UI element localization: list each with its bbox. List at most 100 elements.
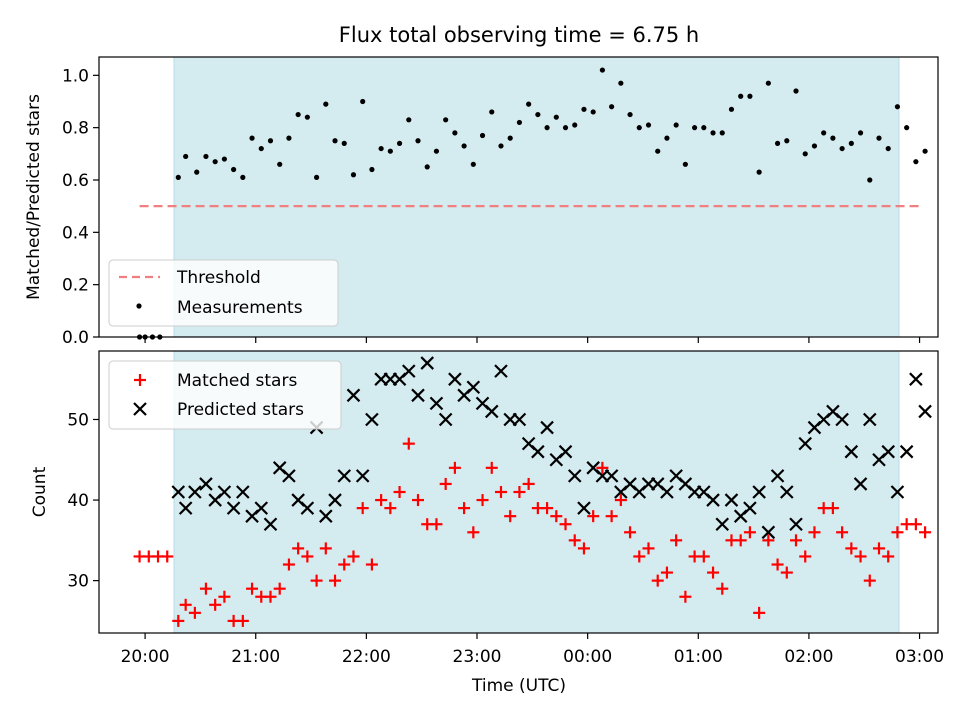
predicted-star-point [217,485,232,499]
matched-star-point [559,518,572,531]
predicted-star-point [188,485,202,499]
matched-star-point [568,534,581,547]
measurement-point [867,177,873,183]
matched-star-point [458,502,471,515]
matched-star-point [780,566,793,579]
predicted-star-point [706,493,720,507]
measurement-point [618,80,624,86]
predicted-star-point [770,469,785,483]
matched-star-point [236,614,249,627]
measurement-point [424,164,430,170]
measurement-point [313,174,320,180]
measurement-point [526,101,532,107]
matched-star-point [651,574,664,587]
matched-star-point [743,526,756,539]
matched-star-point [504,510,517,523]
bottom-x-ticks: 20:00 21:00 22:00 23:00 00:00 01:00 02:00 03:00 [121,633,944,667]
measurement-point [341,140,347,146]
measurement-point [922,148,928,154]
bottom-y-tick-label: 30 [67,572,89,592]
measurement-point [369,166,375,173]
matched-star-point [771,558,784,571]
predicted-star-point [328,493,342,507]
measurement-point [249,135,255,141]
matched-star-point [762,534,775,547]
measurement-point [913,159,919,165]
matched-star-point [596,461,609,474]
predicted-star-point [429,396,444,411]
measurement-point [738,93,744,99]
predicted-star-point [780,485,794,499]
predicted-star-point [862,412,877,427]
measurements-legend-swatch [136,303,142,309]
matched-star-point [624,526,637,539]
top-x-ticks [144,337,921,343]
matched-star-point [670,534,683,547]
matched-star-point [467,526,480,539]
predicted-star-point [337,469,352,483]
measurement-point [231,166,237,173]
measurement-point [885,145,891,152]
measurement-point [194,169,200,175]
top-panel: Flux total observing time = 6.75 h 0.00.… [24,23,939,348]
measurement-point [221,156,227,162]
measurement-point [277,161,283,167]
matched-star-point [430,518,443,531]
matched-legend-swatch [134,374,146,386]
matched-star-point [522,477,535,490]
matched-star-point [338,558,351,571]
top-y-tick-label: 0.4 [62,223,89,243]
predicted-legend-label: Predicted stars [177,400,304,420]
matched-star-point [319,542,332,555]
measurement-points [136,67,928,340]
predicted-star-point [724,493,739,507]
measurement-point [655,148,661,154]
matched-star-point [836,526,849,539]
predicted-star-point [789,517,803,532]
predicted-star-point [402,364,416,378]
predicted-star-point [531,444,545,459]
predicted-star-point [899,444,914,459]
predicted-legend-swatch [133,402,147,416]
top-y-ticks: 0.0 0.2 0.4 0.6 0.8 1.0 [62,66,99,348]
matched-star-point [872,542,885,555]
matched-star-point [826,502,839,515]
predicted-star-point [890,485,905,499]
measurement-point [433,148,440,154]
measurement-point [839,145,845,152]
top-y-tick-label: 0.8 [62,119,89,139]
measurement-point [350,172,357,178]
matched-star-point [587,510,600,523]
matched-star-point [541,502,554,515]
top-legend: Threshold Measurements [108,259,339,327]
matched-star-point [863,574,876,587]
measurement-point [876,135,882,141]
x-tick-label: 02:00 [784,647,833,667]
matched-star-point [513,486,526,498]
x-tick-label: 21:00 [231,647,280,667]
measurement-point [821,130,827,136]
predicted-star-point [567,469,582,483]
measurement-point [175,174,181,180]
matched-star-point [448,461,461,474]
measurement-point [747,93,753,99]
matched-star-point [246,582,259,595]
predicted-star-point [918,404,932,419]
predicted-star-point [171,485,186,499]
predicted-star-point [844,444,859,459]
matched-star-point [273,582,286,595]
matched-star-point [188,606,201,619]
matched-star-point [393,486,406,498]
matched-star-point [697,550,710,563]
top-y-axis-label: Matched/Predicted stars [24,94,44,300]
predicted-star-point [577,501,591,515]
measurement-point [479,132,486,139]
measurement-point [894,104,901,110]
measurement-point [470,161,476,167]
predicted-star-point [178,501,193,515]
matched-star-point [402,437,415,450]
matched-star-point [753,606,766,619]
measurement-point [212,159,218,165]
x-tick-label: 01:00 [674,647,723,667]
measurement-point [581,106,587,112]
